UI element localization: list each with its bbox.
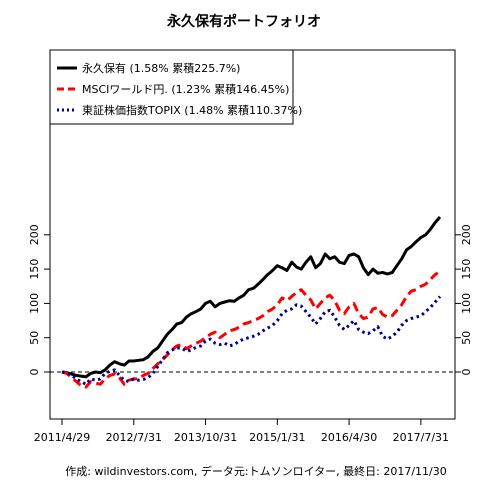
- y-tick-label-left: 50: [28, 331, 41, 345]
- series-line-2: [61, 295, 442, 386]
- series-layer: [61, 216, 442, 389]
- x-tick-label: 2013/10/31: [174, 431, 237, 444]
- y-tick-label-right: 100: [460, 293, 473, 314]
- legend-label-topix: 東証株価指数TOPIX (1.48% 累積110.37%): [82, 103, 302, 117]
- series-line-0: [61, 216, 442, 379]
- x-tick-label: 2017/7/31: [393, 431, 449, 444]
- y-tick-label-left: 150: [28, 259, 41, 280]
- y-tick-label-right: 150: [460, 259, 473, 280]
- chart-caption: 作成: wildinvestors.com, データ元:トムソンロイター, 最終…: [65, 464, 446, 478]
- y-tick-label-left: 200: [28, 224, 41, 245]
- legend-label-perpetual: 永久保有 (1.58% 累積225.7%): [82, 61, 240, 75]
- x-tick-label: 2015/1/31: [249, 431, 305, 444]
- y-tick-label-right: 200: [460, 224, 473, 245]
- legend: 永久保有 (1.58% 累積225.7%) MSCIワールド円. (1.23% …: [49, 49, 302, 125]
- legend-label-msci: MSCIワールド円. (1.23% 累積146.45%): [82, 82, 289, 96]
- y-tick-label-right: 0: [460, 369, 473, 376]
- chart-title: 永久保有ポートフォリオ: [166, 13, 321, 30]
- y-tick-label-left: 0: [28, 369, 41, 376]
- y-tick-label-left: 100: [28, 293, 41, 314]
- x-tick-label: 2011/4/29: [34, 431, 90, 444]
- x-tick-label: 2012/7/31: [106, 431, 162, 444]
- x-tick-label: 2016/4/30: [321, 431, 377, 444]
- legend-box: [49, 49, 294, 125]
- series-line-1: [61, 269, 441, 389]
- y-tick-label-right: 50: [460, 331, 473, 345]
- axes: 0 0 50 50 100 100 150 150 200 200 2011/4/29 2012/7/…: [28, 224, 473, 444]
